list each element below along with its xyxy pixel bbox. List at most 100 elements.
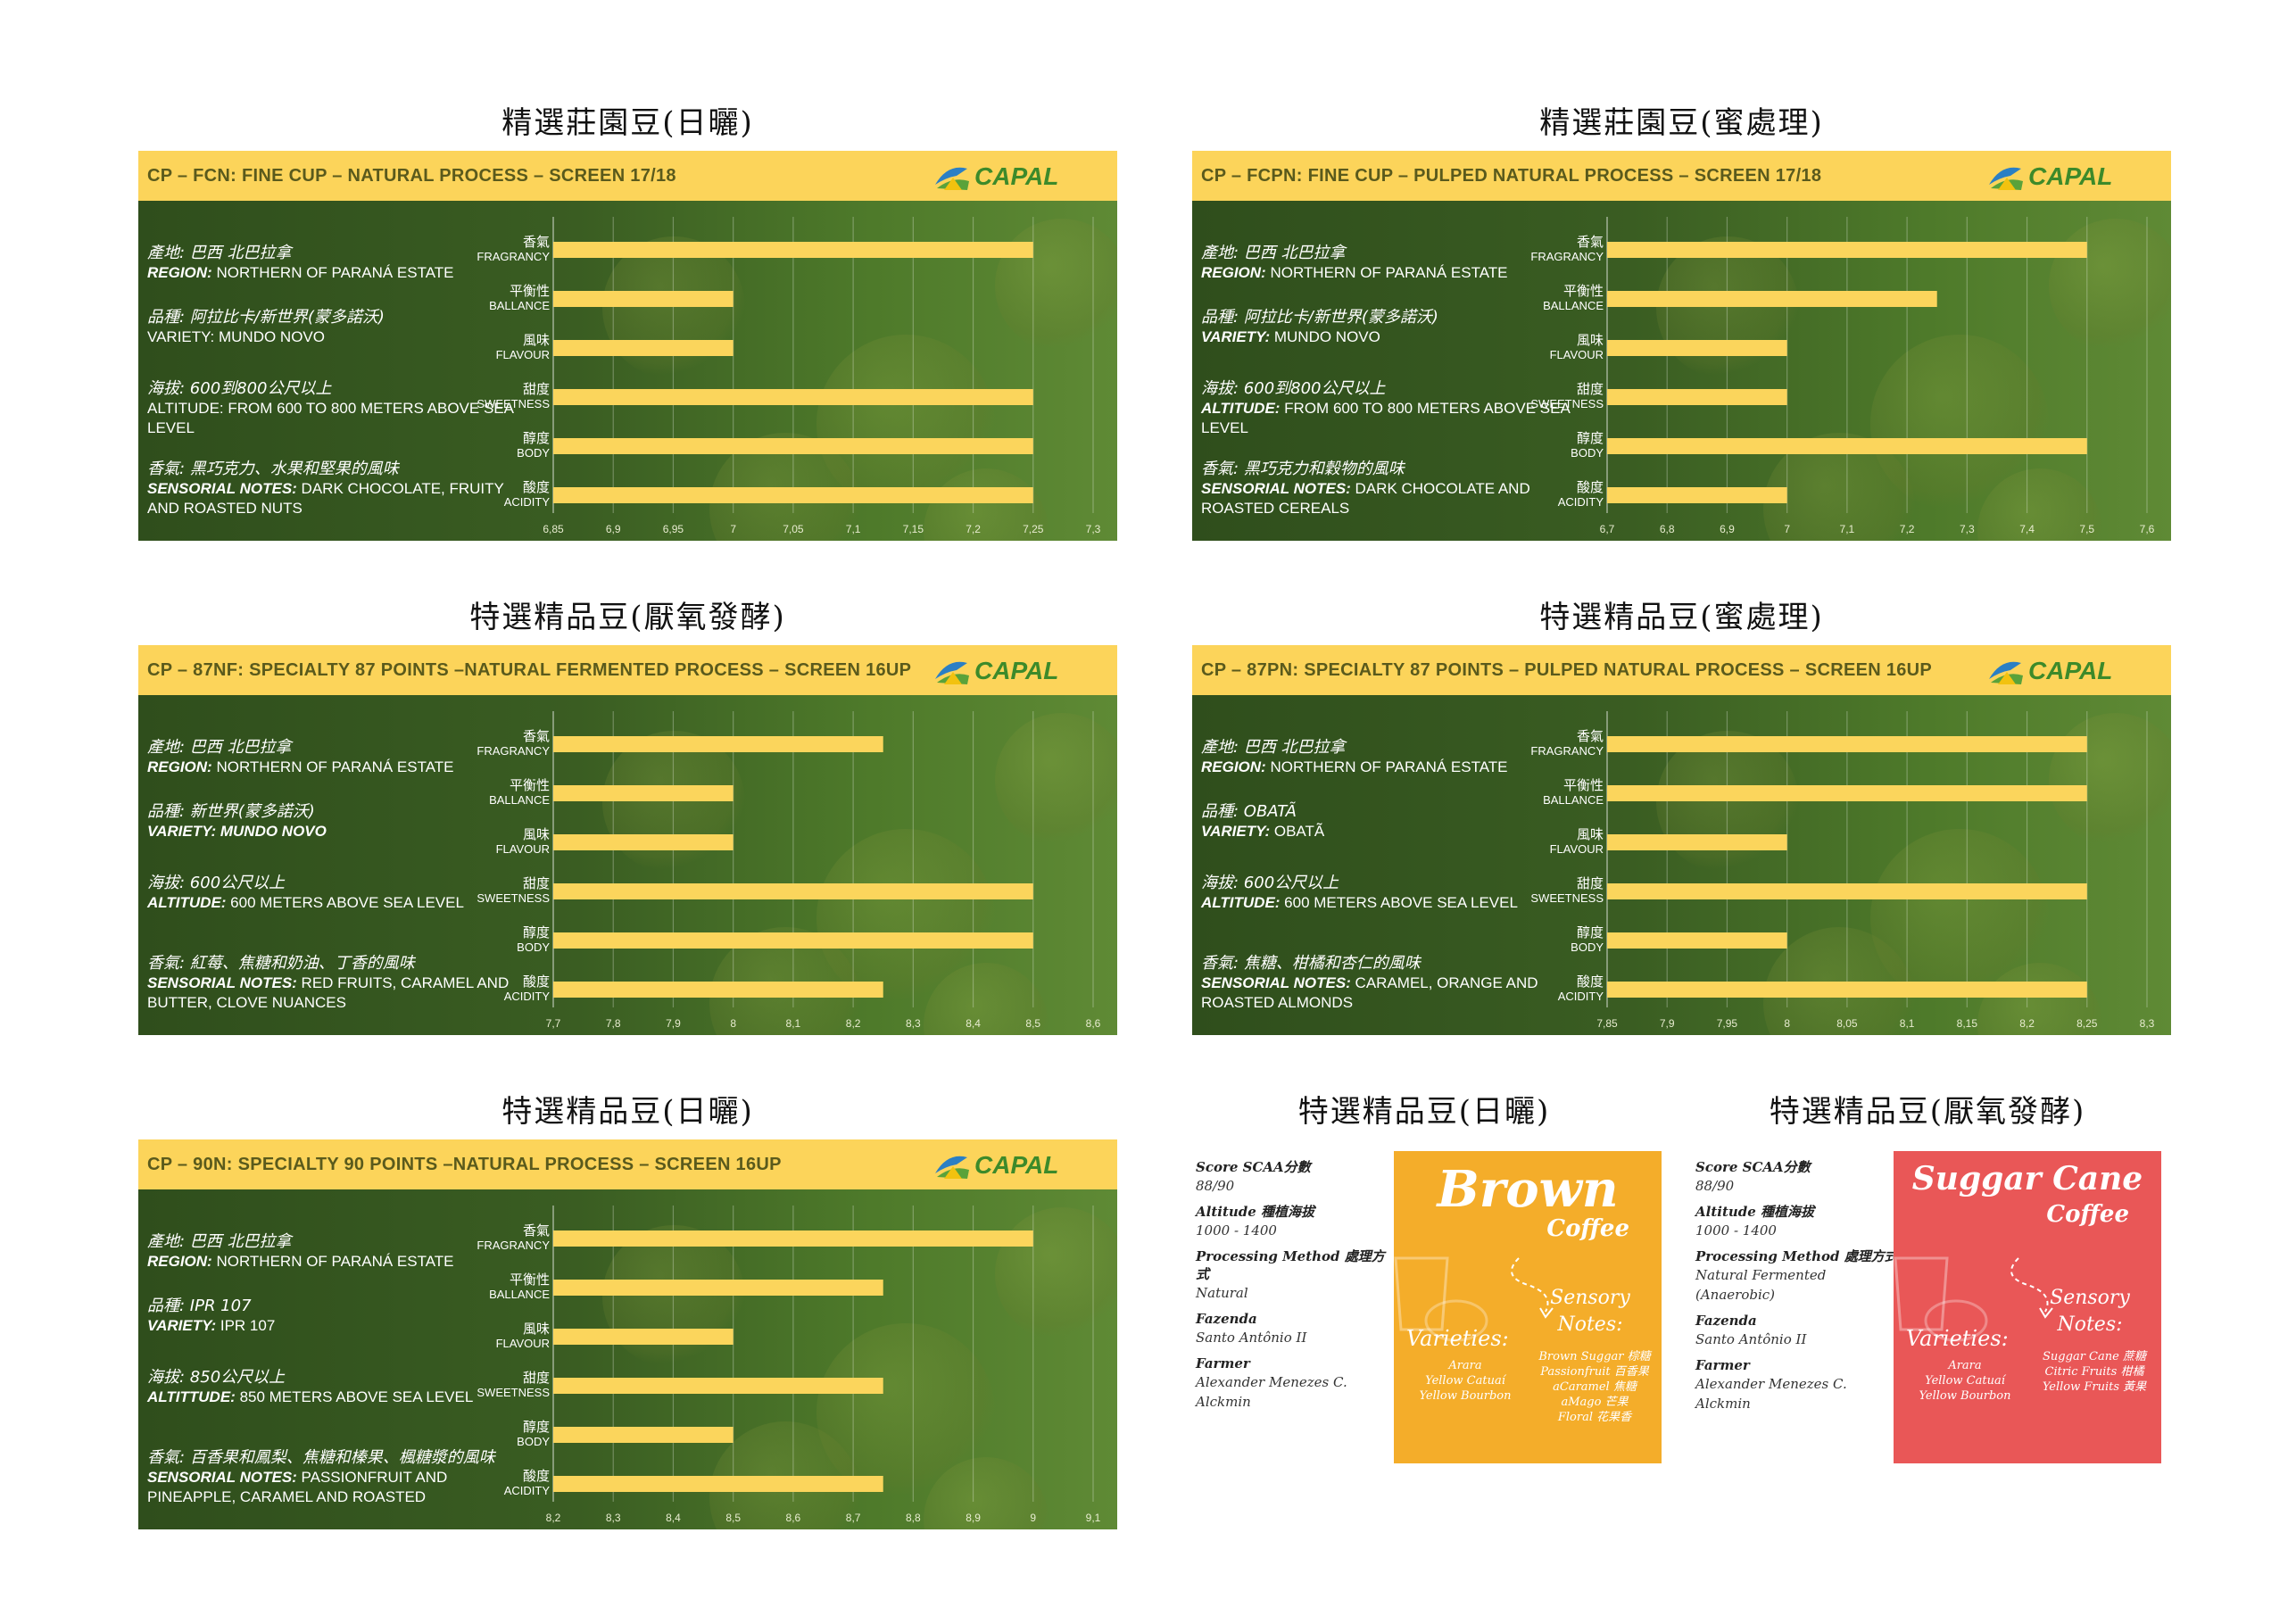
coffee-cherry-decoration	[816, 335, 995, 513]
section-title-4: 特選精品豆(蜜處理)	[1539, 600, 1824, 635]
category-label-zh: 風味	[523, 827, 550, 842]
info-en-value: NORTHERN OF PARANÁ ESTATE	[211, 264, 454, 281]
bar-fragrancy	[1607, 242, 2087, 258]
category-label-en: SWEETNESS	[477, 397, 550, 410]
detail-value: Natural	[1196, 1285, 1248, 1301]
poster-subtitle: Coffee	[1546, 1215, 1629, 1242]
bar-ballance	[553, 1280, 883, 1296]
poster-sugarcane-coffee: Suggar Cane Coffee Varieties: Arara Yellow …	[1894, 1151, 2161, 1463]
capal-logo-text: CAPAL	[2028, 162, 2112, 190]
card-body: 產地: 巴西 北巴拉拿 REGION: NORTHERN OF PARANÁ ES…	[1192, 201, 2171, 541]
detail-label: Altitude 種植海拔	[1695, 1204, 1815, 1220]
bar-fragrancy	[553, 1230, 1033, 1247]
info-en-value: 850 METERS ABOVE SEA LEVEL	[235, 1388, 474, 1405]
capal-logo-text: CAPAL	[974, 162, 1058, 190]
varieties-label: Varieties:	[1906, 1326, 2009, 1351]
info-block: 海拔: 600到800公尺以上 ALTITUDE: FROM 600 TO 800…	[1201, 379, 1576, 438]
coffee-cherry-decoration	[816, 829, 995, 1007]
info-zh-text: 產地: 巴西 北巴拉拿	[147, 738, 292, 757]
section-title-1: 精選莊園豆(日曬)	[501, 105, 754, 141]
detail-label: Processing Method 處理方式	[1695, 1248, 1898, 1264]
cupping-score-chart: 6,85 6,9 6,95 7 7,05 7,1 7,15 7,2 7,25 7,3 香氣FRAGR…	[477, 217, 1101, 535]
bar-sweetness	[553, 883, 1033, 899]
info-en-text: ALTITUDE: FROM 600 TO 800 METERS ABOVE S…	[147, 399, 522, 438]
info-block: 香氣: 黑巧克力、水果和堅果的風味 SENSORIAL NOTES: DARK C…	[147, 460, 522, 518]
info-block: 品種: 阿拉比卡/新世界(蒙多諾沃) VARIETY: MUNDO NOVO	[1201, 308, 1576, 347]
info-en-text: VARIETY: MUNDO NOVO	[147, 327, 522, 347]
info-block: 品種: 新世界(蒙多諾沃) VARIETY: MUNDO NOVO	[147, 802, 522, 841]
category-label-en: ACIDITY	[504, 990, 551, 1003]
bar-body	[553, 932, 1033, 949]
spec-card-87pn: CP – 87PN: SPECIALTY 87 POINTS – PULPED …	[1192, 645, 2171, 1035]
x-tick-label: 6,8	[1660, 523, 1675, 535]
info-zh-text: 海拔: 850公尺以上	[147, 1368, 286, 1387]
info-en-value: VARIETY: MUNDO NOVO	[147, 328, 325, 345]
x-tick-label: 7,9	[1660, 1017, 1675, 1030]
info-zh-text: 海拔: 600到800公尺以上	[1201, 379, 1386, 398]
category-label-en: SWEETNESS	[477, 891, 550, 905]
varieties-list: Arara Yellow Catuaí Yellow Bourbon	[1419, 1359, 1512, 1403]
bar-body	[553, 438, 1033, 454]
coffee-cherry-decoration	[1870, 829, 2049, 1007]
bar-flavour	[1607, 834, 1787, 850]
coffee-cherry-decoration	[995, 219, 1117, 352]
capal-logo-text: CAPAL	[2028, 657, 2112, 684]
sensory-notes-label: Sensory Notes:	[1550, 1287, 1630, 1336]
info-block: 產地: 巴西 北巴拉拿 REGION: NORTHERN OF PARANÁ ES…	[1201, 244, 1576, 283]
origin-info: 產地: 巴西 北巴拉拿 REGION: NORTHERN OF PARANÁ ES…	[1201, 201, 1576, 541]
category-label-en: ACIDITY	[1558, 495, 1604, 509]
x-tick-label: 8,8	[906, 1512, 921, 1524]
category-label-zh: 甜度	[523, 382, 550, 397]
category-label-en: ACIDITY	[504, 1484, 551, 1497]
category-label-zh: 平衡性	[1563, 284, 1604, 299]
category-label-zh: 平衡性	[510, 778, 550, 793]
info-en-label: SENSORIAL NOTES:	[147, 974, 297, 991]
category-label-en: FLAVOUR	[496, 842, 550, 856]
bar-acidity	[553, 982, 883, 998]
bar-sweetness	[1607, 883, 2087, 899]
category-label-en: BALLANCE	[489, 299, 550, 312]
info-zh-text: 產地: 巴西 北巴拉拿	[147, 1232, 292, 1251]
category-label-en: SWEETNESS	[1530, 891, 1604, 905]
category-label-zh: 醇度	[523, 431, 550, 446]
info-en-value: OBATÃ	[1270, 823, 1325, 840]
bar-sweetness	[1607, 389, 1787, 405]
coffee-cherry-decoration	[1870, 335, 2049, 513]
info-block: 海拔: 850公尺以上 ALTITTUDE: 850 METERS ABOVE S…	[147, 1368, 522, 1407]
bar-fragrancy	[1607, 736, 2087, 752]
info-en-text: REGION: NORTHERN OF PARANÁ ESTATE	[1201, 758, 1576, 777]
info-en-text: ALTITUDE: 600 METERS ABOVE SEA LEVEL	[147, 893, 522, 913]
info-en-value: IPR 107	[216, 1317, 276, 1334]
x-tick-label: 8,5	[1025, 1017, 1040, 1030]
info-en-text: SENSORIAL NOTES: DARK CHOCOLATE, FRUITY …	[147, 479, 522, 518]
info-block: 品種: 阿拉比卡/新世界(蒙多諾沃) VARIETY: MUNDO NOVO	[147, 308, 522, 347]
category-label-zh: 醇度	[523, 1420, 550, 1435]
x-tick-label: 8,15	[1957, 1017, 1978, 1030]
detail-value: 1000 - 1400	[1196, 1222, 1277, 1239]
x-tick-label: 7,9	[666, 1017, 681, 1030]
info-en-label: SENSORIAL NOTES:	[1201, 480, 1351, 497]
category-label-en: BODY	[517, 446, 550, 460]
x-tick-label: 8,05	[1836, 1017, 1858, 1030]
category-label-zh: 香氣	[523, 1223, 550, 1239]
info-en-label: SENSORIAL NOTES:	[147, 480, 297, 497]
info-en-value: DARK CHOCOLATE AND ROASTED CEREALS	[1201, 480, 1530, 517]
category-label-zh: 香氣	[523, 235, 550, 250]
bar-ballance	[553, 291, 734, 307]
info-block: 品種: IPR 107 VARIETY: IPR 107	[147, 1297, 522, 1336]
info-en-text: SENSORIAL NOTES: DARK CHOCOLATE AND ROAS…	[1201, 479, 1576, 518]
origin-info: 產地: 巴西 北巴拉拿 REGION: NORTHERN OF PARANÁ ES…	[147, 201, 522, 541]
bar-ballance	[553, 785, 734, 801]
info-zh-text: 品種: OBATÃ	[1201, 802, 1297, 821]
bar-fragrancy	[553, 736, 883, 752]
origin-info: 產地: 巴西 北巴拉拿 REGION: NORTHERN OF PARANÁ ES…	[1201, 695, 1576, 1035]
info-block: 香氣: 焦糖、柑橘和杏仁的風味 SENSORIAL NOTES: CARAMEL,…	[1201, 954, 1576, 1013]
capal-logo: CAPAL	[1989, 162, 2112, 190]
detail-label: Altitude 種植海拔	[1196, 1204, 1315, 1220]
info-block: 海拔: 600公尺以上 ALTITUDE: 600 METERS ABOVE SE…	[1201, 874, 1576, 913]
sensory-notes-list: Brown Suggar 棕糖 Passionfruit 百香果 aCarame…	[1538, 1350, 1651, 1424]
x-tick-label: 7,95	[1717, 1017, 1738, 1030]
category-label-zh: 香氣	[1577, 235, 1604, 250]
x-tick-label: 7,3	[1086, 523, 1101, 535]
